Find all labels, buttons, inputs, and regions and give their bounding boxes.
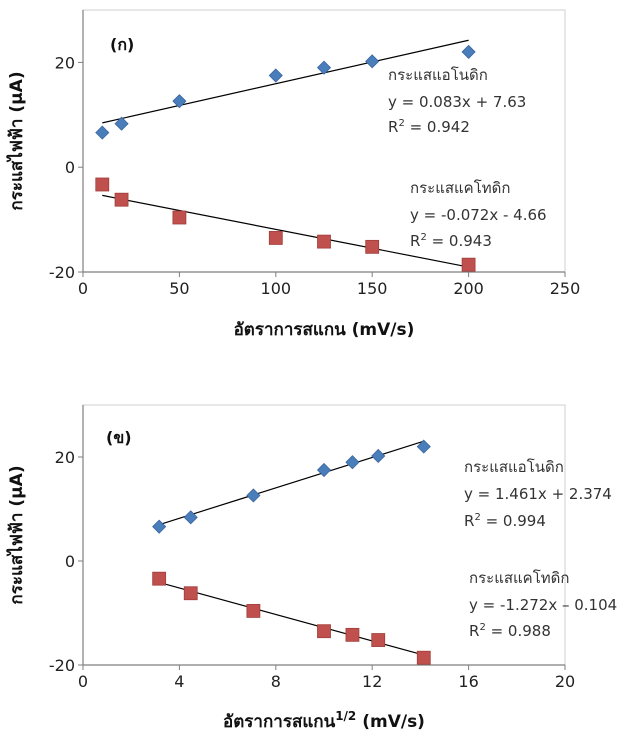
- data-point-anodic: [461, 44, 476, 59]
- trendline-square: [102, 194, 469, 268]
- y-tick-label: -20: [49, 656, 75, 675]
- x-tick-label: 150: [357, 279, 388, 298]
- r-squared-exponent: 2: [474, 512, 480, 523]
- x-axis-title-sup: 1/2: [335, 709, 356, 723]
- y-axis-title: กระแสไฟฟ้า (µA): [6, 71, 27, 210]
- data-point-cathodic: [461, 257, 476, 272]
- x-axis-title: อัตราการสแกน1/2 (mV/s): [223, 709, 425, 732]
- x-tick-label: 20: [555, 672, 575, 691]
- r-squared-symbol: R: [464, 512, 474, 530]
- data-point-anodic: [268, 68, 283, 83]
- data-point-cathodic: [172, 210, 187, 225]
- x-axis-title-unit: (mV/s): [356, 712, 425, 732]
- y-tick-label: 20: [55, 448, 75, 467]
- x-tick-label: 200: [453, 279, 484, 298]
- r-squared-value: = 0.942: [405, 118, 470, 136]
- y-tick-label: 0: [65, 158, 75, 177]
- r-squared-label: R2 = 0.943: [410, 232, 492, 250]
- r-squared-value: = 0.994: [481, 512, 546, 530]
- y-tick-label: 0: [65, 552, 75, 571]
- r-squared-value: = 0.988: [486, 622, 551, 640]
- x-tick-label: 16: [458, 672, 478, 691]
- series-name-label: กระแสแอโนดิก: [464, 458, 564, 476]
- data-point-anodic: [416, 439, 431, 454]
- plot-area: [82, 9, 566, 273]
- data-point-anodic: [365, 54, 380, 69]
- data-point-cathodic: [95, 177, 110, 192]
- data-point-cathodic: [416, 650, 431, 665]
- data-point-cathodic: [317, 624, 331, 639]
- trendline-equation: y = -1.272x – 0.104: [469, 596, 617, 614]
- x-tick-label: 0: [78, 279, 88, 298]
- r-squared-label: R2 = 0.988: [469, 622, 551, 640]
- x-tick-label: 100: [261, 279, 292, 298]
- r-squared-value: = 0.943: [427, 232, 492, 250]
- data-point-cathodic: [268, 231, 283, 245]
- panel-label: (ก): [110, 35, 134, 54]
- data-point-cathodic: [152, 571, 167, 586]
- data-point-anodic: [345, 455, 360, 470]
- r-squared-symbol: R: [469, 622, 479, 640]
- data-point-anodic: [183, 510, 198, 525]
- data-point-anodic: [114, 116, 129, 131]
- data-point-anodic: [316, 462, 332, 478]
- x-tick-label: 4: [174, 672, 184, 691]
- data-point-cathodic: [365, 239, 380, 254]
- data-point-cathodic: [317, 234, 331, 249]
- r-squared-exponent: 2: [398, 118, 404, 129]
- y-axis-title: กระแสไฟฟ้า (µA): [6, 465, 27, 604]
- data-point-cathodic: [114, 192, 129, 207]
- data-point-anodic: [152, 519, 167, 534]
- data-point-anodic: [95, 125, 110, 140]
- series-name-label: กระแสแคโทดิก: [469, 569, 570, 587]
- data-point-cathodic: [246, 604, 261, 618]
- data-point-anodic: [316, 60, 332, 75]
- r-squared-label: R2 = 0.994: [464, 512, 546, 530]
- x-tick-label: 12: [362, 672, 382, 691]
- r-squared-symbol: R: [388, 118, 398, 136]
- r-squared-symbol: R: [410, 232, 420, 250]
- data-point-anodic: [371, 448, 386, 464]
- trendline-diamond: [158, 440, 424, 526]
- trendline-equation: y = 0.083x + 7.63: [388, 93, 526, 111]
- y-tick-label: -20: [49, 263, 75, 282]
- data-point-anodic: [246, 488, 261, 503]
- r-squared-exponent: 2: [479, 622, 485, 633]
- data-point-cathodic: [371, 633, 386, 647]
- trendline-equation: y = -0.072x - 4.66: [410, 206, 547, 224]
- trendline-diamond: [102, 39, 469, 124]
- data-point-anodic: [172, 94, 187, 109]
- trendline-equation: y = 1.461x + 2.374: [464, 485, 612, 503]
- x-tick-label: 250: [550, 279, 581, 298]
- series-name-label: กระแสแอโนดิก: [388, 66, 488, 84]
- x-tick-label: 0: [78, 672, 88, 691]
- r-squared-exponent: 2: [420, 232, 426, 243]
- data-point-cathodic: [345, 627, 360, 642]
- r-squared-label: R2 = 0.942: [388, 118, 470, 136]
- data-point-cathodic: [183, 586, 198, 601]
- x-axis-title-main: อัตราการสแกน (mV/s): [234, 320, 415, 340]
- x-axis-title-main: อัตราการสแกน: [223, 712, 336, 732]
- x-axis-title: อัตราการสแกน (mV/s): [234, 320, 415, 340]
- y-tick-label: 20: [55, 53, 75, 72]
- x-tick-label: 8: [271, 672, 281, 691]
- series-name-label: กระแสแคโทดิก: [410, 179, 511, 197]
- panel-label: (ข): [106, 428, 132, 447]
- x-tick-label: 50: [169, 279, 189, 298]
